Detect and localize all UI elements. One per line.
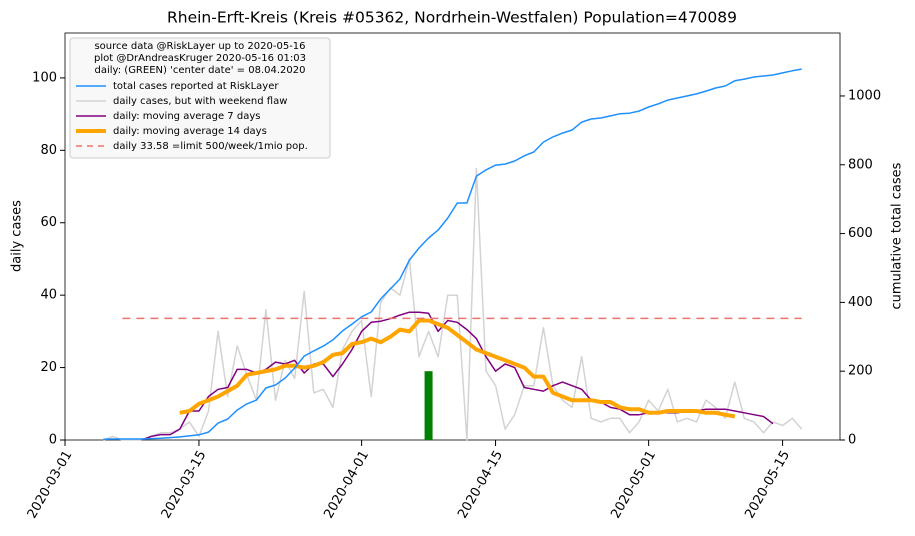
x-tick-label: 2020-04-01 <box>321 448 372 521</box>
legend-title: plot @DrAndreasKruger 2020-05-16 01:03 <box>94 53 306 64</box>
y-tick-label: 80 <box>40 143 57 158</box>
legend-label: total cases reported at RiskLayer <box>113 81 279 92</box>
plot-frame <box>64 32 841 441</box>
y2-axis-label: cumulative total cases <box>890 162 905 309</box>
y2-tick-label: 800 <box>848 157 873 172</box>
x-tick-label: 2020-05-15 <box>742 448 793 521</box>
legend-label: daily: moving average 14 days <box>113 126 267 137</box>
y-tick-label: 60 <box>40 215 57 230</box>
legend-label: daily cases, but with weekend flaw <box>113 96 287 107</box>
legend-box <box>69 37 331 159</box>
y-tick-label: 20 <box>40 360 57 375</box>
series-line <box>179 318 736 419</box>
x-tick-label: 2020-04-15 <box>455 448 506 521</box>
x-tick-label: 2020-03-01 <box>25 448 76 521</box>
legend: source data @RiskLayer up to 2020-05-16p… <box>69 37 331 159</box>
x-tick-label: 2020-05-01 <box>608 448 659 521</box>
y2-tick-label: 0 <box>848 433 856 448</box>
legend-label: daily: moving average 7 days <box>113 111 260 122</box>
series-line <box>103 167 803 441</box>
legend-title: source data @RiskLayer up to 2020-05-16 <box>94 41 305 52</box>
y2-tick-label: 200 <box>848 364 873 379</box>
y2-tick-label: 400 <box>848 295 873 310</box>
x-tick-label: 2020-03-15 <box>159 448 210 521</box>
y-axis-label: daily cases <box>10 200 25 272</box>
series-line <box>103 68 802 441</box>
legend-label: daily 33.58 =limit 500/week/1mio pop. <box>113 141 308 152</box>
y2-tick-label: 1000 <box>848 88 881 103</box>
y2-tick-label: 600 <box>848 226 873 241</box>
y-tick-label: 0 <box>49 433 57 448</box>
y-tick-label: 40 <box>40 288 57 303</box>
center-date-bar <box>424 371 433 440</box>
legend-title: daily: (GREEN) 'center date' = 08.04.202… <box>95 65 306 76</box>
chart-title: Rhein-Erft-Kreis (Kreis #05362, Nordrhei… <box>167 9 737 27</box>
y-tick-label: 100 <box>32 70 57 85</box>
